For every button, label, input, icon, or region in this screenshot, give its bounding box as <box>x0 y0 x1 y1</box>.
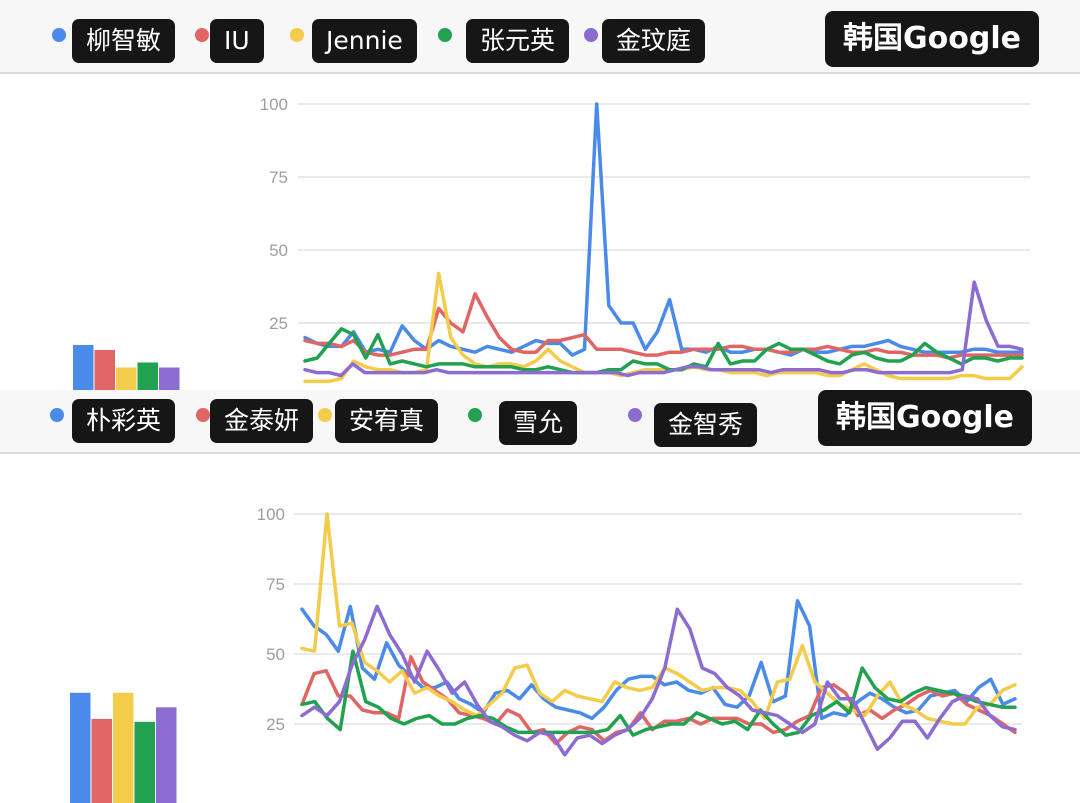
series-color-dot <box>52 28 66 42</box>
source-label: 韩国Google <box>825 11 1039 67</box>
summary-bar <box>113 692 134 803</box>
series-label: 金玟庭 <box>602 19 706 63</box>
summary-bar <box>91 718 112 803</box>
trend-chart: 100 75 50 25 <box>73 95 1030 390</box>
trend-panel-1: 柳智敏 IU Jennie 张元英 金玟庭 韩国Google 100 75 50 25 <box>0 0 1080 390</box>
legend-bar: 柳智敏 IU Jennie 张元英 金玟庭 韩国Google <box>0 0 1080 74</box>
series-label: 张元英 <box>466 19 570 63</box>
series-label: IU <box>210 19 264 63</box>
series-label: Jennie <box>312 19 417 63</box>
series-line-3 <box>303 271 1024 384</box>
series-line-4 <box>300 649 1017 737</box>
y-tick-label: 25 <box>269 314 288 333</box>
series-color-dot <box>195 28 209 42</box>
summary-bar <box>137 362 158 390</box>
series-color-dot <box>318 408 332 422</box>
y-tick-label: 75 <box>269 168 288 187</box>
series-color-dot <box>50 408 64 422</box>
series-line-2 <box>303 292 1024 360</box>
y-tick-label: 25 <box>266 715 285 734</box>
series-line-5 <box>303 280 1024 378</box>
summary-bar <box>156 707 177 803</box>
series-color-dot <box>438 28 452 42</box>
series-color-dot <box>468 408 482 422</box>
summary-bar <box>73 345 94 390</box>
summary-bar <box>94 350 115 390</box>
y-tick-label: 50 <box>266 645 285 664</box>
series-label: 安宥真 <box>335 399 439 443</box>
series-label: 柳智敏 <box>72 19 176 63</box>
trend-panel-2: 朴彩英 金泰妍 安宥真 雪允 金智秀 韩国Google 100 75 50 25 <box>0 390 1080 803</box>
series-line-1 <box>303 102 1024 357</box>
series-label: 金泰妍 <box>210 399 314 443</box>
series-label: 金智秀 <box>654 403 758 447</box>
summary-bar <box>159 367 180 390</box>
series-line-3 <box>300 512 1017 726</box>
series-color-dot <box>290 28 304 42</box>
series-color-dot <box>628 408 642 422</box>
source-label: 韩国Google <box>818 390 1032 446</box>
y-tick-label: 100 <box>257 505 285 524</box>
y-tick-label: 50 <box>269 241 288 260</box>
y-tick-label: 75 <box>266 575 285 594</box>
series-line-5 <box>300 604 1017 757</box>
series-label: 雪允 <box>499 401 578 445</box>
trend-chart: 100 75 50 25 <box>70 505 1022 803</box>
legend-bar: 朴彩英 金泰妍 安宥真 雪允 金智秀 韩国Google <box>0 390 1080 454</box>
summary-bar <box>134 721 155 803</box>
series-color-dot <box>196 408 210 422</box>
series-label: 朴彩英 <box>72 399 176 443</box>
summary-bar <box>70 692 91 803</box>
summary-bar <box>116 367 137 390</box>
y-tick-label: 100 <box>260 95 288 114</box>
series-line-4 <box>303 327 1024 375</box>
series-color-dot <box>584 28 598 42</box>
